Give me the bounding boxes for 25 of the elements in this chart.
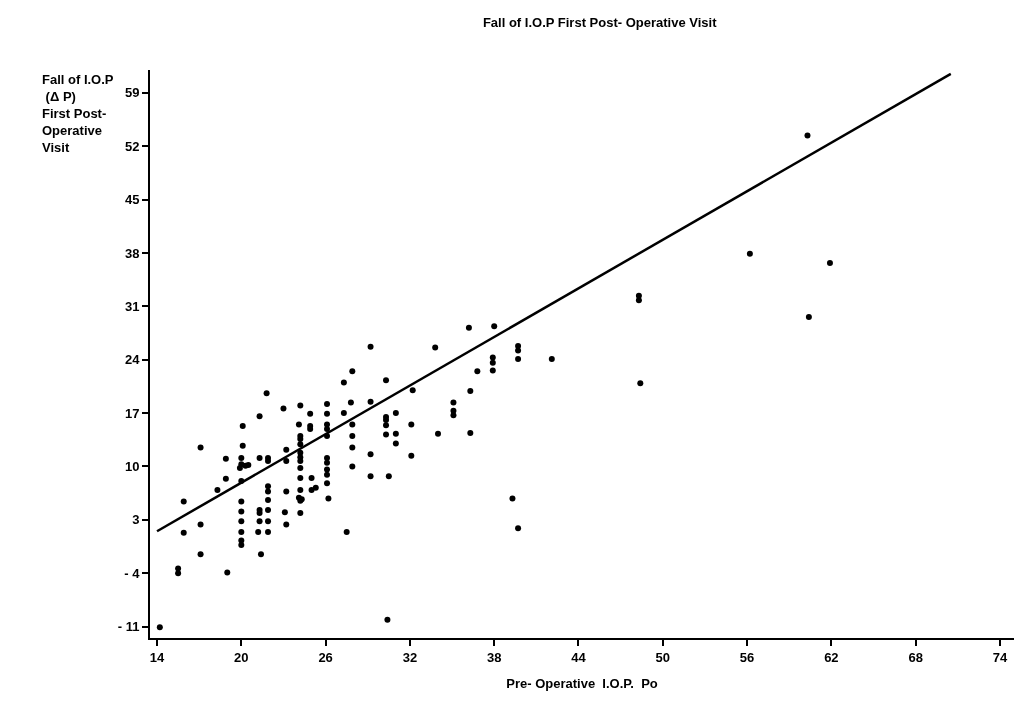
y-tick-label: 38 xyxy=(124,245,140,261)
chart-title: Fall of I.O.P First Post- Operative Visit xyxy=(482,14,718,30)
x-tick-label: 32 xyxy=(402,649,418,665)
y-tick-label: 10 xyxy=(124,459,140,475)
y-tick-label: 59 xyxy=(124,85,140,101)
y-tick-label: 3 xyxy=(132,512,140,528)
x-tick-label: 44 xyxy=(571,649,587,665)
x-tick-label: 20 xyxy=(234,649,249,665)
x-tick-label: 62 xyxy=(824,649,839,665)
y-tick-label: - 4 xyxy=(124,565,141,581)
x-tick-label: 26 xyxy=(318,649,333,665)
y-tick-label: 52 xyxy=(124,138,140,154)
x-axis-title: Pre- Operative I.O.P. Po xyxy=(506,675,658,691)
x-tick-label: 56 xyxy=(739,649,755,665)
y-tick-label: 31 xyxy=(124,298,140,314)
y-tick-label: - 11 xyxy=(117,619,140,635)
x-tick-label: 14 xyxy=(149,649,166,665)
y-axis-title: Fall of I.O.P (Δ P) First Post- Operative Visit xyxy=(42,72,114,155)
x-tick-label: 38 xyxy=(486,649,502,665)
y-tick-label: 24 xyxy=(124,352,141,368)
x-tick-label: 74 xyxy=(992,649,1008,665)
y-tick-label: 45 xyxy=(124,192,140,208)
y-tick-label: 17 xyxy=(124,405,140,421)
x-tick-label: 50 xyxy=(655,649,671,665)
x-tick-label: 68 xyxy=(908,649,923,665)
